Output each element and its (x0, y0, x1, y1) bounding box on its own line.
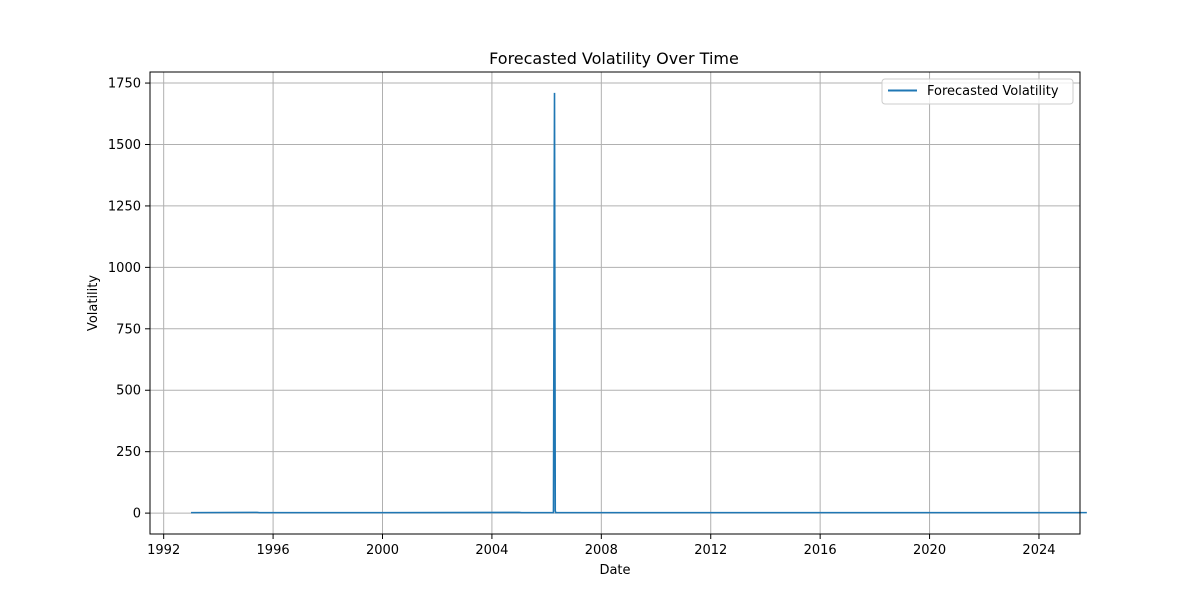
x-tick-label: 2008 (585, 543, 618, 558)
x-tick-label: 1996 (257, 543, 290, 558)
y-tick-label: 1250 (108, 199, 141, 214)
y-tick-label: 1500 (108, 138, 141, 153)
y-tick-label: 1750 (108, 77, 141, 92)
x-tick-label: 2016 (804, 543, 837, 558)
x-tick-label: 2012 (694, 543, 727, 558)
x-tick-label: 2000 (366, 543, 399, 558)
x-axis-title: Date (599, 563, 630, 578)
x-tick-label: 2004 (475, 543, 508, 558)
chart-title: Forecasted Volatility Over Time (489, 49, 739, 68)
y-axis-title: Volatility (86, 275, 101, 331)
x-axis: 1992 1996 2000 2004 2008 2012 2016 2020 2024 (147, 534, 1056, 558)
y-tick-label: 750 (116, 322, 141, 337)
y-tick-label: 1000 (108, 261, 141, 276)
series-line (191, 92, 1087, 514)
y-tick-label: 0 (133, 507, 141, 522)
x-tick-label: 1992 (147, 543, 180, 558)
y-tick-label: 500 (116, 384, 141, 399)
y-axis: 0 250 500 750 1000 1250 1500 1750 (108, 77, 150, 522)
x-tick-label: 2020 (913, 543, 946, 558)
y-tick-label: 250 (116, 445, 141, 460)
legend: Forecasted Volatility (881, 78, 1074, 105)
legend-box (881, 78, 1074, 105)
series-layer (191, 92, 1087, 514)
legend-label: Forecasted Volatility (927, 84, 1059, 99)
x-tick-label: 2024 (1022, 543, 1055, 558)
plot-frame (149, 71, 1081, 535)
